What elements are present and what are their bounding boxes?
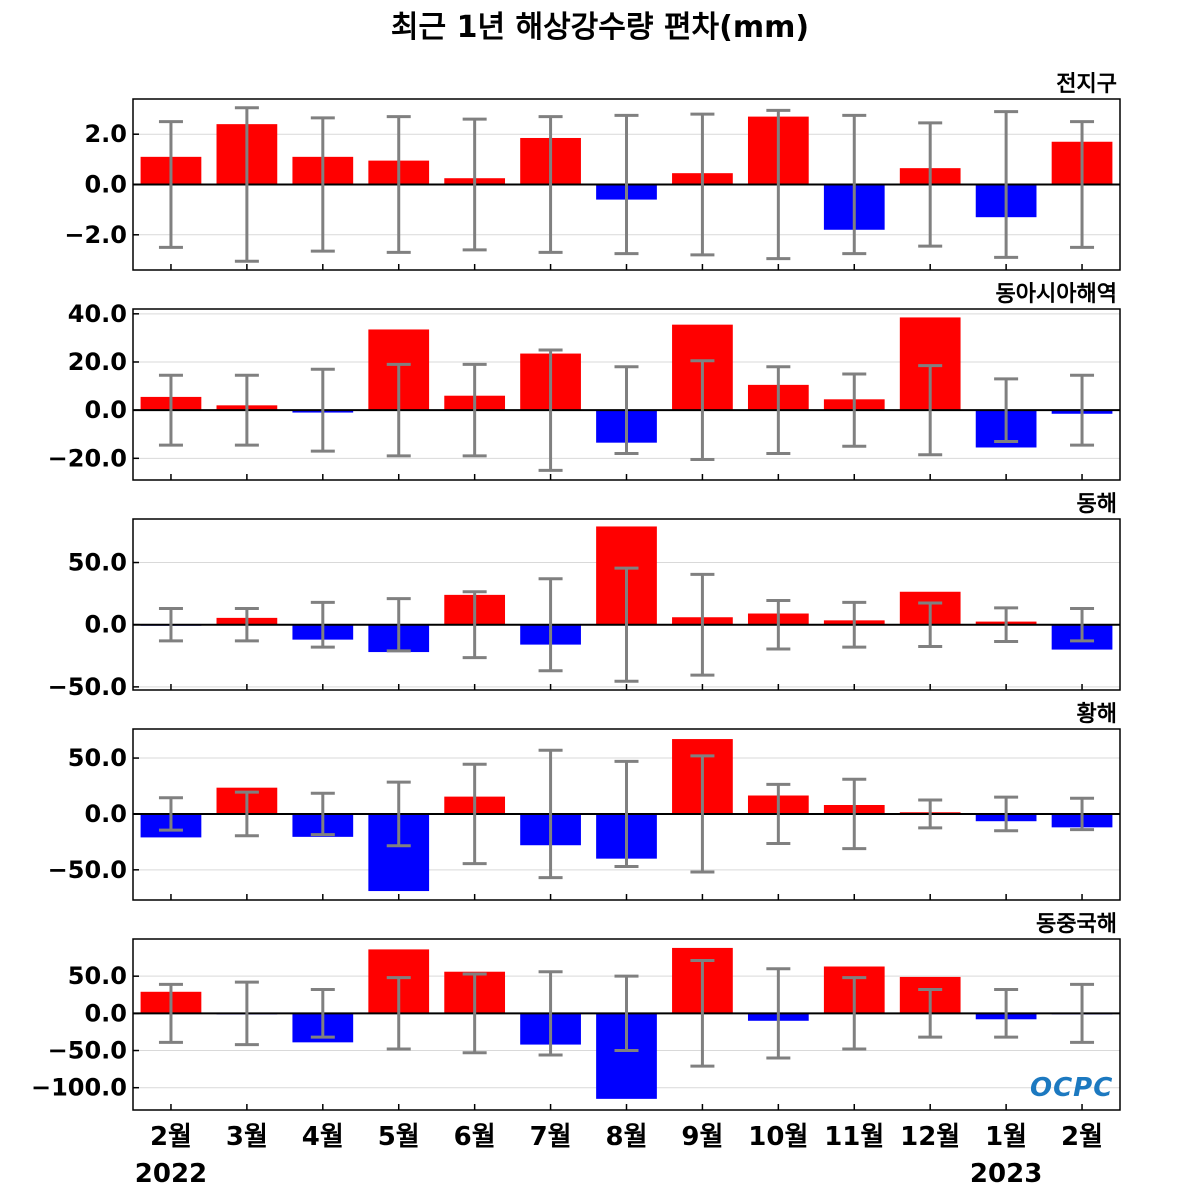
y-tick-label: 0.0 (84, 611, 127, 639)
y-tick-label: 50.0 (68, 549, 127, 577)
year-label-end: 2023 (970, 1159, 1042, 1189)
panel-title: 동해 (1077, 492, 1117, 517)
x-tick-label: 12월 (900, 1122, 960, 1152)
y-tick-label: −50.0 (48, 856, 127, 884)
y-tick-label: 0.0 (84, 396, 127, 424)
y-tick-label: 50.0 (68, 962, 127, 990)
x-tick-label: 7월 (530, 1122, 572, 1152)
x-tick-label: 9월 (681, 1122, 723, 1152)
x-tick-label: 3월 (226, 1122, 268, 1152)
y-tick-label: 0.0 (84, 999, 127, 1027)
panel-title: 동아시아해역 (996, 282, 1117, 307)
y-tick-label: −20.0 (48, 444, 127, 472)
y-tick-label: 50.0 (68, 744, 127, 772)
panel-title: 동중국해 (1036, 912, 1117, 937)
ocpc-logo: OCPC (1030, 1073, 1114, 1103)
panel-1: 전지구 −2.0 0.0 2.0 (64, 72, 1121, 271)
panel-title: 황해 (1077, 702, 1117, 727)
panel-2: 동아시아해역 −20.0 0.0 20.0 40.0 (48, 282, 1121, 481)
year-label-start: 2022 (135, 1159, 207, 1189)
x-tick-label: 11월 (824, 1122, 884, 1152)
y-tick-label: −50.0 (48, 1037, 127, 1065)
x-tick-label: 8월 (605, 1122, 647, 1152)
y-tick-label: 20.0 (68, 348, 127, 376)
y-tick-label: 0.0 (84, 171, 127, 199)
x-tick-label: 6월 (454, 1122, 496, 1152)
y-tick-label: −100.0 (31, 1074, 127, 1102)
x-tick-label: 10월 (748, 1122, 808, 1152)
x-tick-label: 2월 (1061, 1122, 1103, 1152)
panel-4: 황해 −50.0 0.0 50.0 (48, 702, 1121, 901)
x-tick-label: 2월 (150, 1122, 192, 1152)
x-tick-label: 5월 (378, 1122, 420, 1152)
panel-3: 동해 −50.0 0.0 50.0 (48, 492, 1121, 701)
panel-5: 동중국해 −100.0 −50.0 0.0 50.0 2월 3월 4월 5월 6월 7월 8월 9월 10… (31, 912, 1121, 1189)
x-tick-label: 1월 (985, 1122, 1027, 1152)
y-tick-label: −50.0 (48, 673, 127, 701)
x-tick-label: 4월 (302, 1122, 344, 1152)
y-tick-label: −2.0 (64, 221, 127, 249)
page-title: 최근 1년 해상강수량 편차(mm) (390, 10, 810, 45)
panel-title: 전지구 (1056, 72, 1117, 97)
y-tick-label: 2.0 (84, 120, 127, 148)
y-tick-label: 0.0 (84, 800, 127, 828)
y-tick-label: 40.0 (68, 300, 127, 328)
